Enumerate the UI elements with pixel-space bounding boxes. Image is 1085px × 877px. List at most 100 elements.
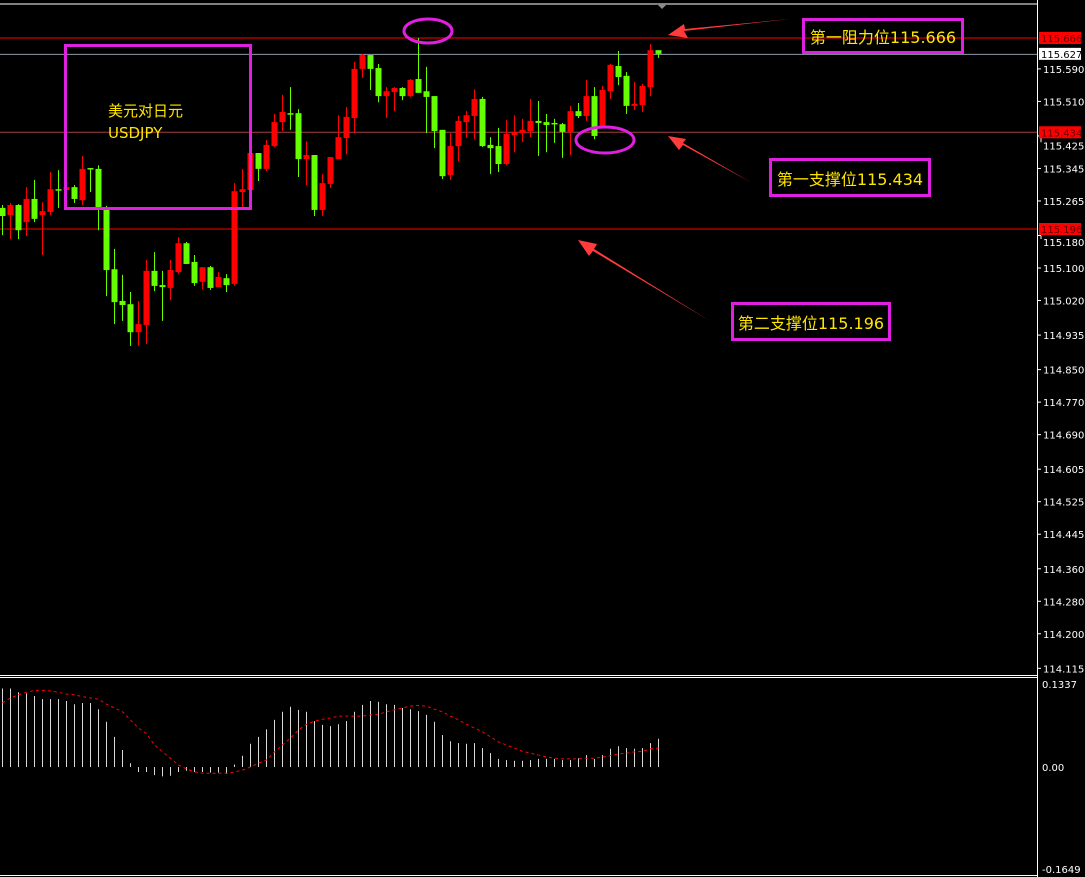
candle-down <box>183 243 190 264</box>
candle-up <box>631 103 638 106</box>
support1-note: 第一支撑位115.434 <box>769 158 931 197</box>
candle-up <box>567 111 574 132</box>
symbol-name: USDJPY <box>108 124 163 142</box>
support2-note: 第二支撑位115.196 <box>731 302 891 341</box>
candle-up <box>215 276 222 288</box>
candle-up <box>319 183 326 210</box>
price-tick-label: 114.115 <box>1043 664 1084 675</box>
level-price-tag <box>1039 223 1081 236</box>
candle-down <box>87 168 94 170</box>
symbol-box <box>64 44 252 210</box>
candle-down <box>431 96 438 132</box>
price-tick-label: 114.445 <box>1043 530 1084 541</box>
macd-panel: 0.1337 0.00 -0.1649 <box>2 680 1081 876</box>
candle-up <box>463 115 470 123</box>
price-tick-label: 114.525 <box>1043 498 1084 509</box>
candle-down <box>15 205 22 231</box>
candle-down <box>479 98 486 147</box>
level-price-label: 115.434 <box>1041 128 1082 139</box>
shift-marker-icon[interactable] <box>657 4 667 9</box>
candle-down <box>423 91 430 97</box>
candle-down <box>551 122 558 125</box>
candle-down <box>591 96 598 136</box>
candle-up <box>327 157 334 184</box>
candle-down <box>535 120 542 123</box>
candle-down <box>255 153 262 169</box>
candle-up <box>527 120 534 132</box>
candle-down <box>439 129 446 177</box>
symbol-name-cn: 美元对日元 <box>108 102 184 120</box>
macd-tick-label: 0.1337 <box>1042 680 1077 691</box>
candle-down <box>151 270 158 286</box>
candle-up <box>351 68 358 119</box>
price-tick-label: 114.605 <box>1043 465 1084 476</box>
candle-down <box>223 278 230 286</box>
arrow-resistance-icon <box>668 19 790 38</box>
candle-down <box>615 66 622 78</box>
candle-up <box>447 146 454 175</box>
price-tick-label: 114.770 <box>1043 398 1084 409</box>
level-lines <box>0 37 1037 230</box>
annotations <box>402 17 790 321</box>
candle-down <box>495 146 502 164</box>
candle-up <box>599 90 606 128</box>
candle-down <box>311 155 318 210</box>
price-tick-label: 115.425 <box>1043 141 1084 152</box>
candle-up <box>335 137 342 160</box>
candle-down <box>191 261 198 284</box>
candle-down <box>287 113 294 115</box>
candle-down <box>103 209 110 271</box>
chart-frame <box>0 0 1038 877</box>
candle-down <box>31 198 38 219</box>
candle-up <box>607 64 614 92</box>
candle-up <box>167 270 174 288</box>
candle-down <box>71 187 78 199</box>
candle-up <box>239 189 246 193</box>
arrow-support2-icon <box>578 240 710 321</box>
price-tick-label: 115.100 <box>1043 264 1084 275</box>
candle-down <box>559 124 566 132</box>
candle-down <box>487 144 494 149</box>
candle-up <box>143 270 150 325</box>
candle-down <box>295 113 302 160</box>
candle-up <box>583 96 590 117</box>
macd-tick-label: 0.00 <box>1042 763 1064 774</box>
candle-down <box>127 304 134 333</box>
level-price-label: 115.666 <box>1041 34 1082 45</box>
candle-down <box>375 68 382 97</box>
price-tick-label: 114.850 <box>1043 366 1084 377</box>
level-price-tag <box>1039 32 1081 44</box>
candle-up <box>455 120 462 147</box>
candle-down <box>623 75 630 106</box>
price-tick-label: 115.590 <box>1043 65 1084 76</box>
candle-up <box>79 168 86 201</box>
high-circle <box>402 17 454 45</box>
price-tick-label: 115.265 <box>1043 197 1084 208</box>
price-tick-label: 114.280 <box>1043 597 1084 608</box>
candle-down <box>0 207 6 217</box>
candle-up <box>503 133 510 164</box>
resistance-note: 第一阻力位115.666 <box>802 18 964 54</box>
price-tick-label: 114.690 <box>1043 431 1084 442</box>
price-tick-label: 114.935 <box>1043 331 1084 342</box>
support-touch-circle <box>574 125 636 155</box>
candle-up <box>391 87 398 93</box>
candle-up <box>263 144 270 169</box>
candle-up <box>343 116 350 138</box>
candle-up <box>639 85 646 106</box>
candle-down <box>399 87 406 97</box>
candle-down <box>367 55 374 69</box>
current-price-tag <box>1039 47 1081 60</box>
candle-down <box>575 111 582 117</box>
current-price-label: 115.627 <box>1041 50 1082 61</box>
candle-up <box>303 155 310 160</box>
candle-down <box>55 189 62 191</box>
price-tick-label: 114.360 <box>1043 565 1084 576</box>
candle-down <box>415 79 422 93</box>
candle-up <box>47 189 54 212</box>
candle-up <box>199 267 206 282</box>
candle-down <box>207 267 214 288</box>
macd-signal-line <box>2 689 659 774</box>
candle-up <box>279 111 286 123</box>
candle-up <box>175 243 182 273</box>
